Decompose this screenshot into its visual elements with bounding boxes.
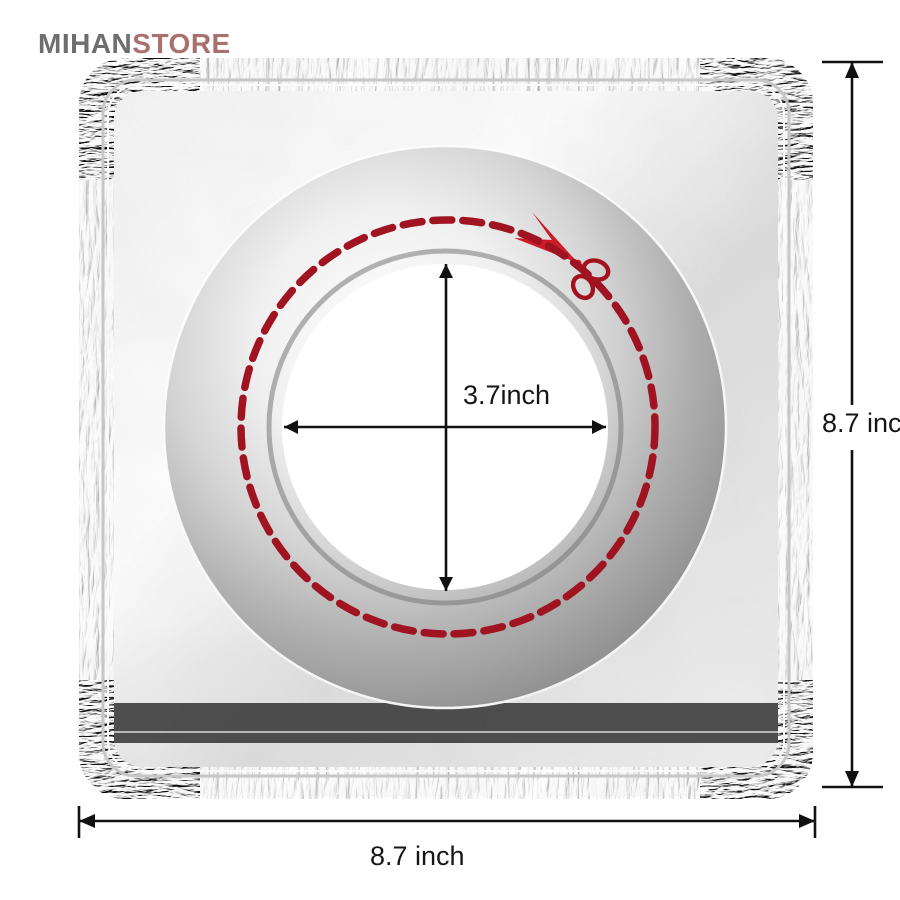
- svg-text:3.7inch: 3.7inch: [463, 380, 550, 410]
- svg-text:8.7 inch: 8.7 inch: [822, 408, 900, 438]
- svg-text:8.7 inch: 8.7 inch: [370, 841, 465, 871]
